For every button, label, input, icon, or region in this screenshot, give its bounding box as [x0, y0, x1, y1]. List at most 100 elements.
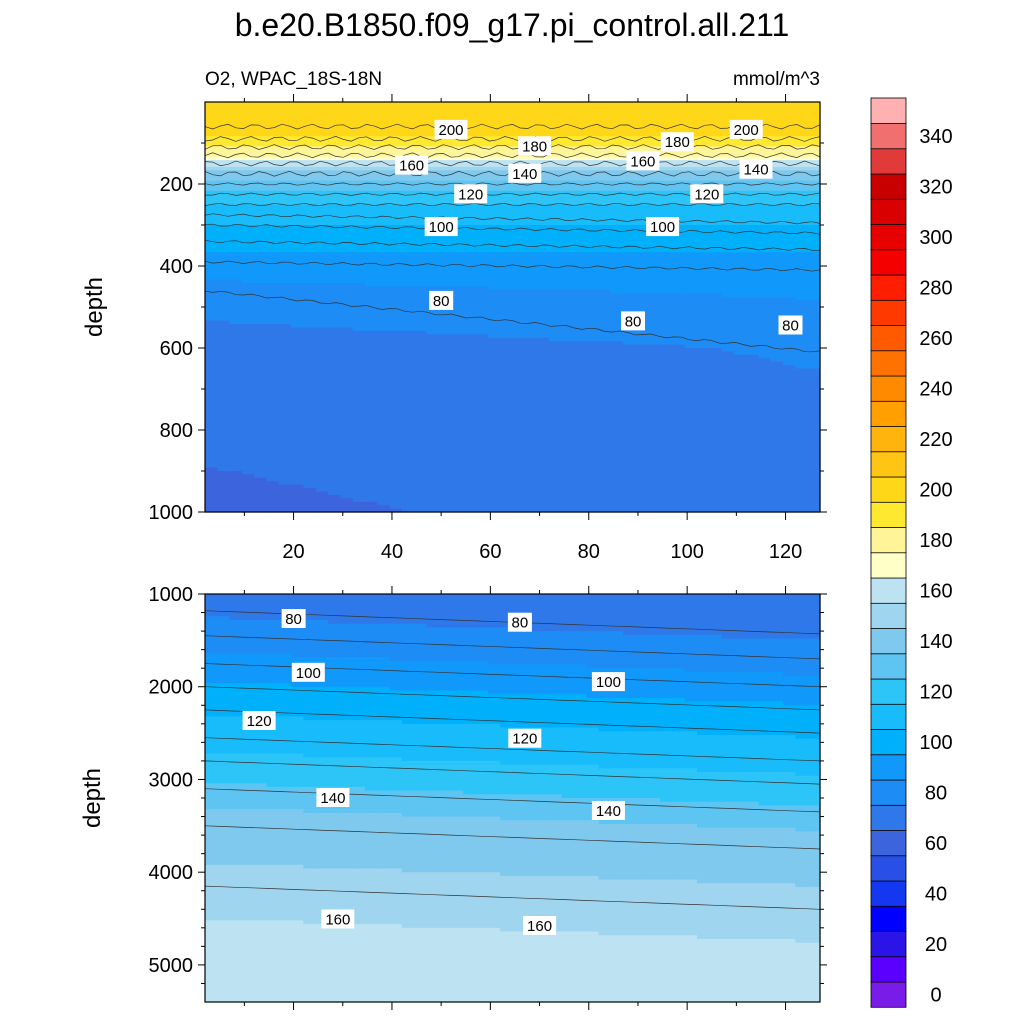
upper-contour-cell: [574, 173, 587, 178]
upper-contour-cell: [672, 375, 686, 380]
upper-contour-cell: [610, 163, 624, 168]
upper-contour-cell: [364, 371, 378, 376]
upper-contour-cell: [475, 248, 489, 253]
upper-contour-cell: [315, 358, 329, 363]
upper-contour-cell: [660, 197, 673, 202]
upper-contour-cell: [451, 385, 464, 390]
upper-contour-cell: [438, 412, 452, 417]
upper-contour-cell: [524, 440, 538, 445]
upper-contour-cell: [475, 488, 489, 493]
upper-contour-cell: [574, 467, 587, 472]
upper-contour-cell: [205, 143, 218, 148]
upper-contour-cell: [697, 477, 710, 482]
upper-contour-cell: [574, 416, 587, 421]
upper-contour-cell: [660, 508, 673, 513]
upper-contour-cell: [610, 447, 624, 452]
upper-contour-cell: [574, 498, 587, 503]
upper-contour-cell: [278, 375, 292, 380]
upper-contour-cell: [364, 105, 378, 110]
upper-contour-cell: [623, 184, 637, 189]
upper-contour-cell: [229, 207, 243, 212]
upper-contour-cell: [623, 132, 637, 137]
upper-contour-cell: [684, 105, 698, 110]
upper-contour-cell: [328, 474, 341, 479]
upper-contour-cell: [451, 505, 464, 510]
upper-contour-cell: [524, 371, 538, 376]
upper-contour-cell: [623, 245, 637, 250]
upper-contour-cell: [389, 259, 403, 264]
upper-contour-cell: [537, 190, 550, 195]
upper-contour-cell: [364, 266, 378, 271]
upper-contour-cell: [438, 324, 452, 329]
upper-contour-cell: [328, 395, 341, 400]
upper-contour-cell: [426, 115, 440, 120]
upper-contour-cell: [266, 348, 280, 353]
upper-contour-cell: [364, 207, 378, 212]
upper-contour-cell: [451, 477, 464, 482]
upper-contour-cell: [574, 378, 587, 383]
upper-contour-cell: [451, 337, 464, 342]
upper-contour-cell: [340, 238, 354, 243]
upper-contour-cell: [364, 402, 378, 407]
upper-contour-cell: [377, 184, 391, 189]
upper-contour-cell: [377, 279, 391, 284]
upper-contour-cell: [487, 494, 501, 499]
upper-contour-cell: [328, 132, 341, 137]
upper-contour-cell: [303, 228, 317, 233]
upper-contour-cell: [684, 354, 698, 359]
upper-contour-cell: [697, 225, 710, 230]
upper-contour-cell: [586, 443, 600, 448]
upper-contour-cell: [549, 491, 563, 496]
upper-contour-cell: [291, 501, 304, 506]
upper-contour-cell: [217, 248, 231, 253]
upper-contour-cell: [364, 361, 378, 366]
upper-contour-cell: [451, 354, 464, 359]
upper-contour-cell: [291, 166, 304, 171]
upper-contour-cell: [697, 399, 710, 404]
upper-contour-cell: [364, 211, 378, 216]
upper-contour-cell: [389, 238, 403, 243]
upper-contour-cell: [401, 464, 415, 469]
upper-contour-cell: [487, 296, 501, 301]
upper-contour-cell: [610, 289, 624, 294]
upper-contour-cell: [205, 440, 218, 445]
upper-contour-cell: [697, 389, 710, 394]
upper-contour-cell: [389, 460, 403, 465]
upper-contour-cell: [241, 436, 255, 441]
upper-contour-cell: [364, 214, 378, 219]
upper-contour-cell: [623, 368, 637, 373]
upper-contour-cell: [451, 508, 464, 513]
upper-contour-cell: [524, 184, 538, 189]
upper-contour-cell: [364, 221, 378, 226]
upper-contour-cell: [512, 228, 526, 233]
upper-contour-cell: [524, 378, 538, 383]
upper-contour-cell: [524, 430, 538, 435]
upper-contour-cell: [598, 395, 612, 400]
upper-contour-cell: [254, 348, 268, 353]
upper-contour-cell: [278, 272, 292, 277]
upper-contour-cell: [574, 238, 587, 243]
upper-contour-cell: [426, 368, 440, 373]
upper-contour-cell: [377, 289, 391, 294]
upper-contour-cell: [254, 259, 268, 264]
upper-contour-cell: [561, 447, 575, 452]
upper-contour-cell: [697, 436, 710, 441]
upper-contour-cell: [278, 283, 292, 288]
upper-contour-cell: [438, 327, 452, 332]
upper-contour-cell: [352, 146, 366, 151]
upper-contour-cell: [401, 354, 415, 359]
upper-contour-cell: [401, 477, 415, 482]
upper-contour-cell: [463, 457, 477, 462]
upper-contour-cell: [205, 307, 218, 312]
upper-contour-cell: [549, 412, 563, 417]
upper-contour-cell: [278, 166, 292, 171]
upper-contour-cell: [684, 402, 698, 407]
upper-contour-cell: [512, 375, 526, 380]
upper-contour-cell: [574, 119, 587, 124]
upper-contour-cell: [561, 491, 575, 496]
upper-contour-cell: [524, 194, 538, 199]
upper-contour-cell: [303, 207, 317, 212]
upper-contour-cell: [426, 286, 440, 291]
upper-contour-cell: [438, 317, 452, 322]
upper-contour-cell: [291, 214, 304, 219]
